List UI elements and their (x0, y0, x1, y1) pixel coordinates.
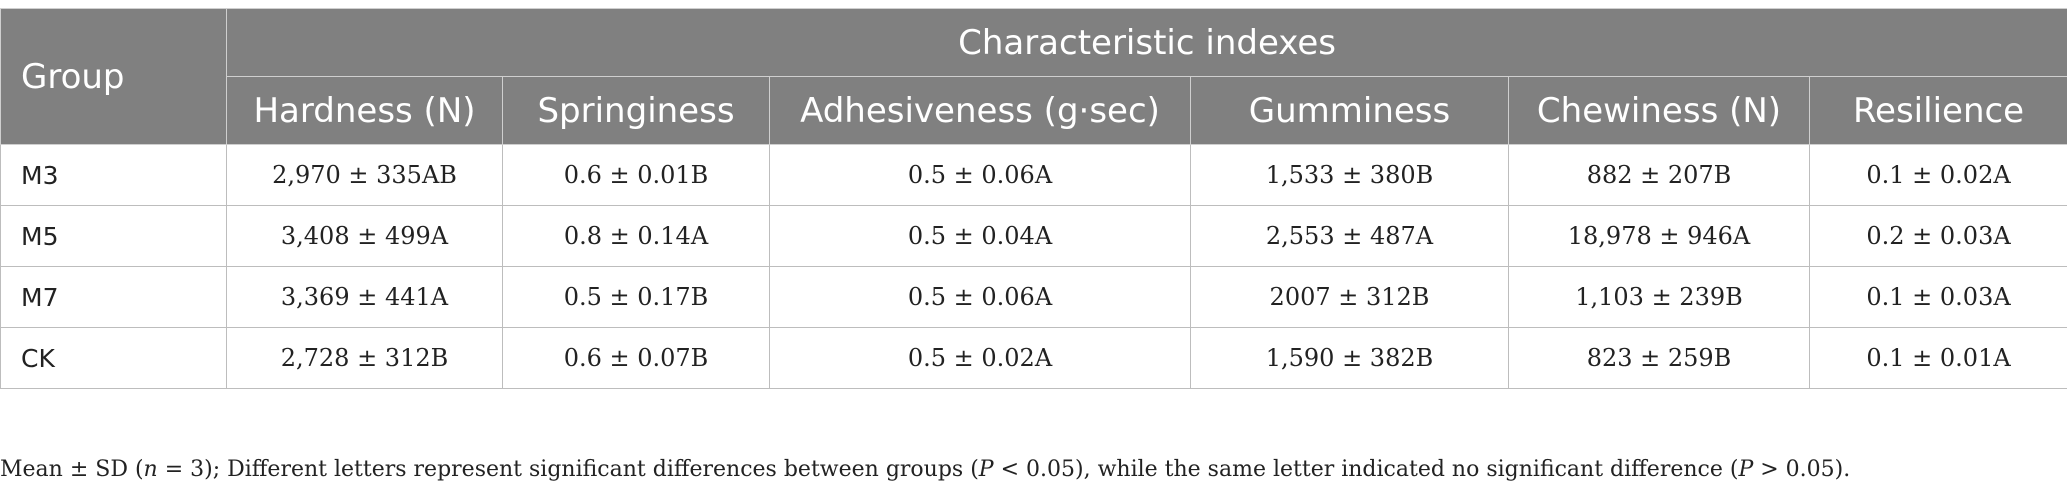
footnote-text: Mean ± SD ( (0, 457, 144, 482)
cell-springiness: 0.5 ± 0.17B (502, 266, 770, 328)
cell-springiness: 0.6 ± 0.01B (502, 144, 770, 206)
cell-gumminess: 2,553 ± 487A (1190, 205, 1509, 267)
cell-resilience: 0.1 ± 0.03A (1808, 266, 2067, 328)
cell-adhesiveness: 0.5 ± 0.06A (769, 144, 1191, 206)
cell-chewiness: 882 ± 207B (1508, 144, 1810, 206)
cell-springiness: 0.6 ± 0.07B (502, 327, 770, 389)
characteristic-indexes-table: Group Characteristic indexes Hardness (N… (0, 8, 2067, 389)
column-header-hardness: Hardness (N) (226, 76, 503, 145)
row-group-label: CK (0, 327, 227, 389)
table-row: M7 3,369 ± 441A 0.5 ± 0.17B 0.5 ± 0.06A … (0, 266, 2067, 328)
cell-gumminess: 1,590 ± 382B (1190, 327, 1509, 389)
column-header-chewiness: Chewiness (N) (1508, 76, 1810, 145)
row-group-label: M7 (0, 266, 227, 328)
row-group-label: M3 (0, 144, 227, 206)
cell-adhesiveness: 0.5 ± 0.06A (769, 266, 1191, 328)
indexes-header: Characteristic indexes (225, 8, 2067, 77)
cell-chewiness: 1,103 ± 239B (1508, 266, 1810, 328)
row-group-label: M5 (0, 205, 227, 267)
footnote-n-symbol: n (143, 457, 158, 482)
cell-gumminess: 2007 ± 312B (1190, 266, 1509, 328)
column-header-gumminess: Gumminess (1190, 76, 1509, 145)
cell-hardness: 3,408 ± 499A (226, 205, 503, 267)
footnote-text: = 3); Different letters represent signif… (157, 457, 979, 482)
footnote-text: > 0.05). (1753, 457, 1851, 482)
table-row: M5 3,408 ± 499A 0.8 ± 0.14A 0.5 ± 0.04A … (0, 205, 2067, 267)
cell-chewiness: 823 ± 259B (1508, 327, 1810, 389)
cell-chewiness: 18,978 ± 946A (1508, 205, 1810, 267)
cell-adhesiveness: 0.5 ± 0.04A (769, 205, 1191, 267)
footnote-p-symbol: P (1738, 457, 1754, 482)
table-row: M3 2,970 ± 335AB 0.6 ± 0.01B 0.5 ± 0.06A… (0, 144, 2067, 206)
cell-adhesiveness: 0.5 ± 0.02A (769, 327, 1191, 389)
cell-gumminess: 1,533 ± 380B (1190, 144, 1509, 206)
footnote-p-symbol: P (978, 457, 994, 482)
column-header-resilience: Resilience (1808, 76, 2067, 145)
table-row: CK 2,728 ± 312B 0.6 ± 0.07B 0.5 ± 0.02A … (0, 327, 2067, 389)
footnote-text: < 0.05), while the same letter indicated… (993, 457, 1739, 482)
cell-hardness: 3,369 ± 441A (226, 266, 503, 328)
column-header-springiness: Springiness (502, 76, 770, 145)
cell-hardness: 2,970 ± 335AB (226, 144, 503, 206)
cell-hardness: 2,728 ± 312B (226, 327, 503, 389)
cell-resilience: 0.2 ± 0.03A (1808, 205, 2067, 267)
table-footnote: Mean ± SD (n = 3); Different letters rep… (0, 457, 1850, 482)
column-header-adhesiveness: Adhesiveness (g·sec) (769, 76, 1191, 145)
table-container: Group Characteristic indexes Hardness (N… (0, 8, 2067, 389)
group-header: Group (0, 8, 227, 145)
cell-resilience: 0.1 ± 0.02A (1808, 144, 2067, 206)
cell-springiness: 0.8 ± 0.14A (502, 205, 770, 267)
cell-resilience: 0.1 ± 0.01A (1808, 327, 2067, 389)
